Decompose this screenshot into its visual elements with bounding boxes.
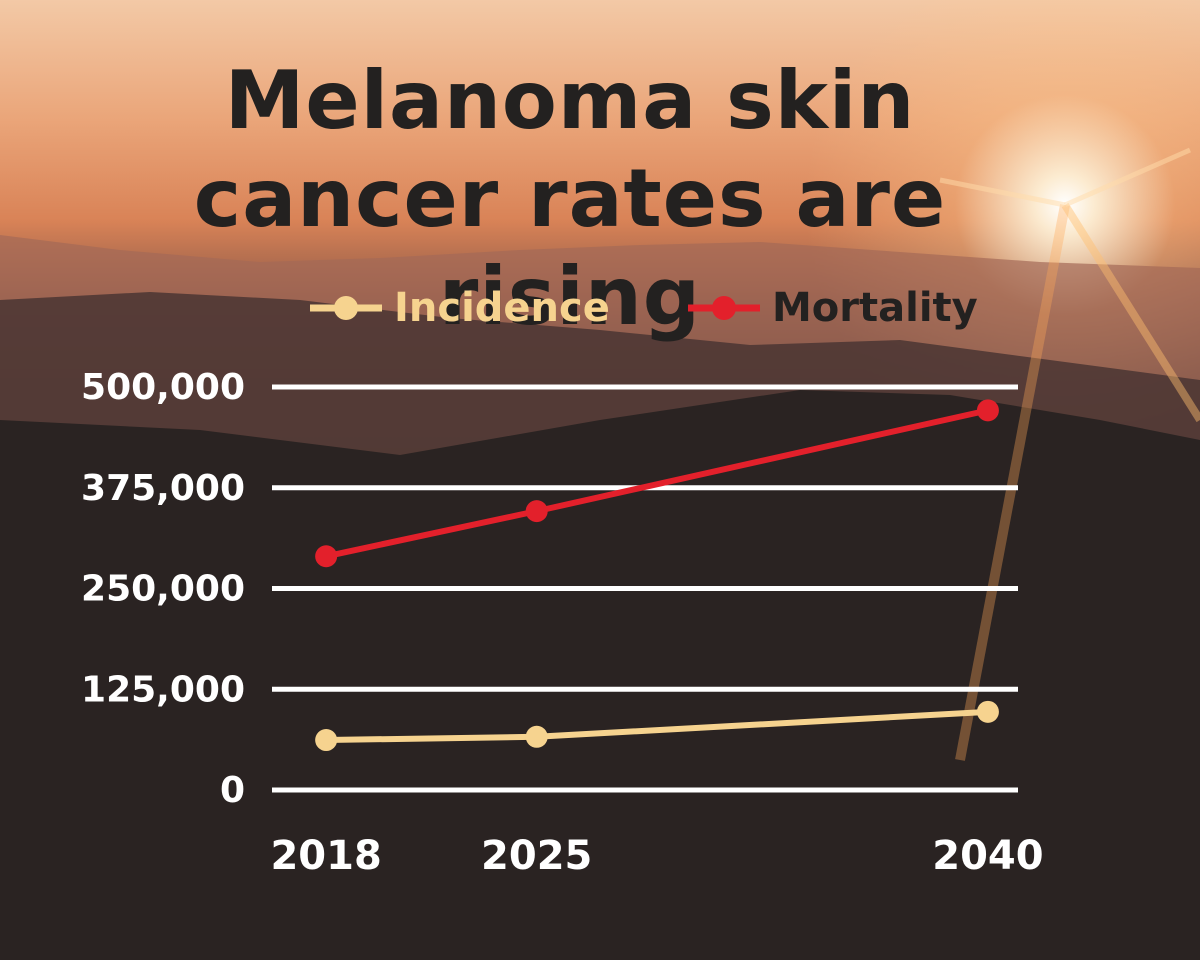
legend-label: Incidence (394, 285, 610, 331)
data-point (976, 700, 999, 723)
data-point (315, 545, 338, 568)
series-line (326, 708, 989, 744)
y-tick-label: 500,000 (81, 367, 245, 408)
y-tick-label: 125,000 (81, 669, 245, 710)
chart-title: Melanoma skin cancer rates are rising (193, 54, 947, 343)
legend-marker (334, 296, 358, 320)
data-point (976, 399, 999, 422)
series-line (325, 407, 989, 560)
data-point (315, 729, 338, 752)
x-tick-label: 2040 (932, 833, 1043, 879)
legend-label: Mortality (772, 285, 978, 331)
legend-marker (712, 296, 736, 320)
x-tick-label: 2018 (270, 833, 381, 879)
y-tick-label: 375,000 (81, 468, 245, 509)
y-tick-label: 0 (220, 770, 245, 811)
y-tick-label: 250,000 (81, 569, 245, 610)
data-point (525, 500, 548, 523)
data-point (525, 725, 548, 748)
x-tick-label: 2025 (481, 833, 592, 879)
